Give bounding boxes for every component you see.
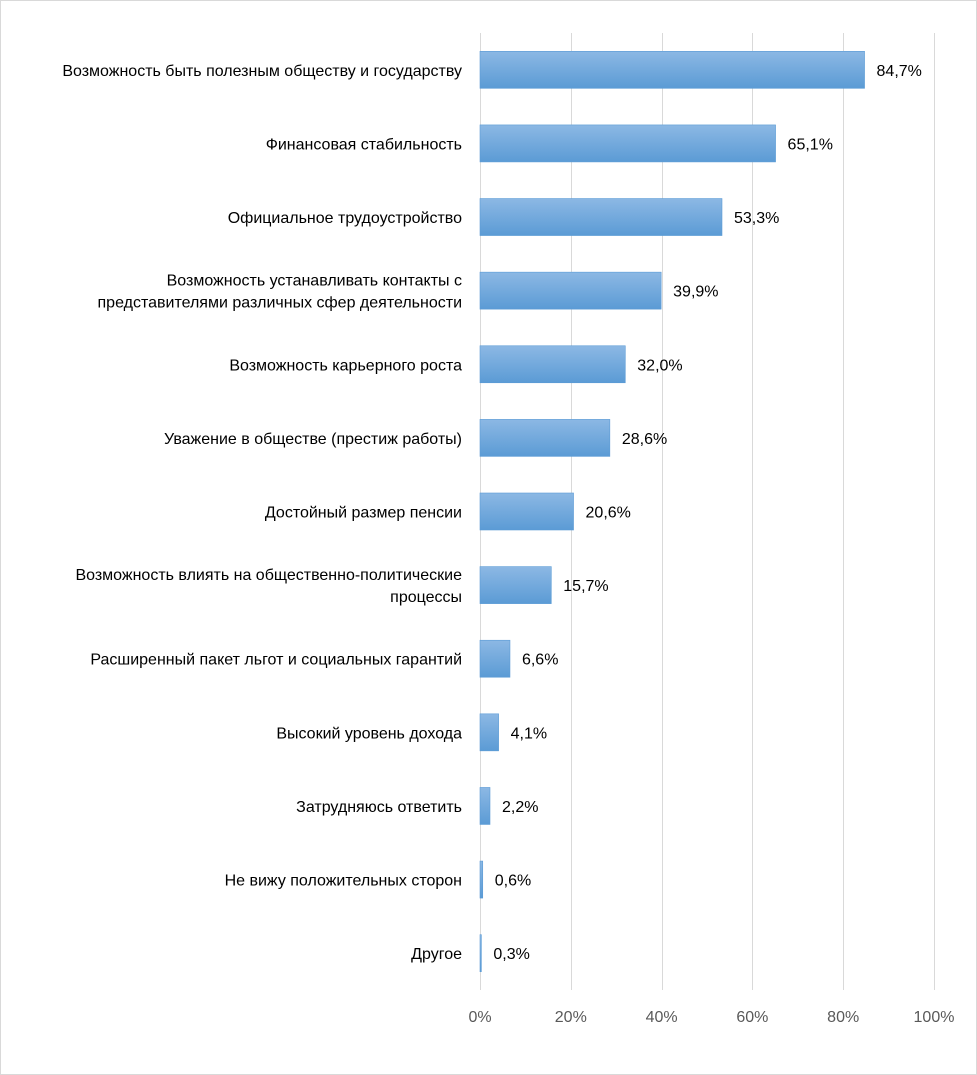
value-label: 20,6%	[586, 505, 631, 522]
value-label: 28,6%	[622, 431, 667, 448]
bar	[479, 271, 662, 310]
value-label: 32,0%	[637, 357, 682, 374]
gridlines	[480, 33, 935, 990]
bar	[479, 934, 482, 972]
value-label: 65,1%	[788, 136, 833, 153]
bar	[479, 787, 491, 825]
bar	[479, 198, 723, 236]
category-label: Официальное трудоустройство	[228, 210, 462, 227]
value-label: 6,6%	[522, 652, 558, 669]
value-label: 84,7%	[877, 63, 922, 80]
category-label: Уважение в обществе (престиж работы)	[164, 431, 462, 448]
value-label: 2,2%	[502, 799, 538, 816]
category-label: Расширенный пакет льгот и социальных гар…	[90, 652, 462, 669]
x-tick-label: 40%	[646, 1009, 678, 1026]
category-label: Финансовая стабильность	[266, 136, 462, 153]
value-label: 15,7%	[563, 578, 608, 595]
category-label: Достойный размер пенсии	[265, 505, 462, 522]
x-tick-label: 0%	[468, 1009, 491, 1026]
value-label: 0,6%	[495, 873, 531, 890]
bar	[479, 419, 611, 457]
category-label: Высокий уровень дохода	[276, 725, 462, 742]
x-tick-label: 20%	[555, 1009, 587, 1026]
category-label: Возможность быть полезным обществу и гос…	[62, 63, 462, 80]
category-label: процессы	[390, 589, 462, 606]
category-label: Возможность карьерного роста	[229, 357, 462, 374]
bar	[479, 639, 511, 678]
x-tick-label: 80%	[827, 1009, 859, 1026]
value-label: 39,9%	[673, 284, 718, 301]
value-label: 4,1%	[511, 725, 547, 742]
x-tick-label: 100%	[914, 1009, 955, 1026]
bar	[479, 713, 499, 752]
category-label: Возможность устанавливать контакты с	[167, 273, 462, 290]
category-label: Затрудняюсь ответить	[296, 799, 462, 816]
labels: 0% 20% 40% 60% 80% 100% 84,7% Возможность быть …	[62, 63, 954, 1026]
category-label: Возможность влиять на общественно-полити…	[75, 567, 462, 584]
bar	[479, 860, 484, 899]
bars	[479, 51, 865, 972]
value-label: 0,3%	[493, 946, 529, 963]
bar	[479, 492, 574, 531]
bar	[479, 345, 626, 384]
bar	[479, 51, 865, 89]
bar	[479, 566, 552, 604]
category-label: Другое	[411, 946, 462, 963]
category-label: представителями различных сфер деятельно…	[98, 295, 462, 312]
category-label: Не вижу положительных сторон	[225, 873, 462, 890]
value-label: 53,3%	[734, 210, 779, 227]
bar	[479, 124, 776, 163]
x-tick-label: 60%	[736, 1009, 768, 1026]
